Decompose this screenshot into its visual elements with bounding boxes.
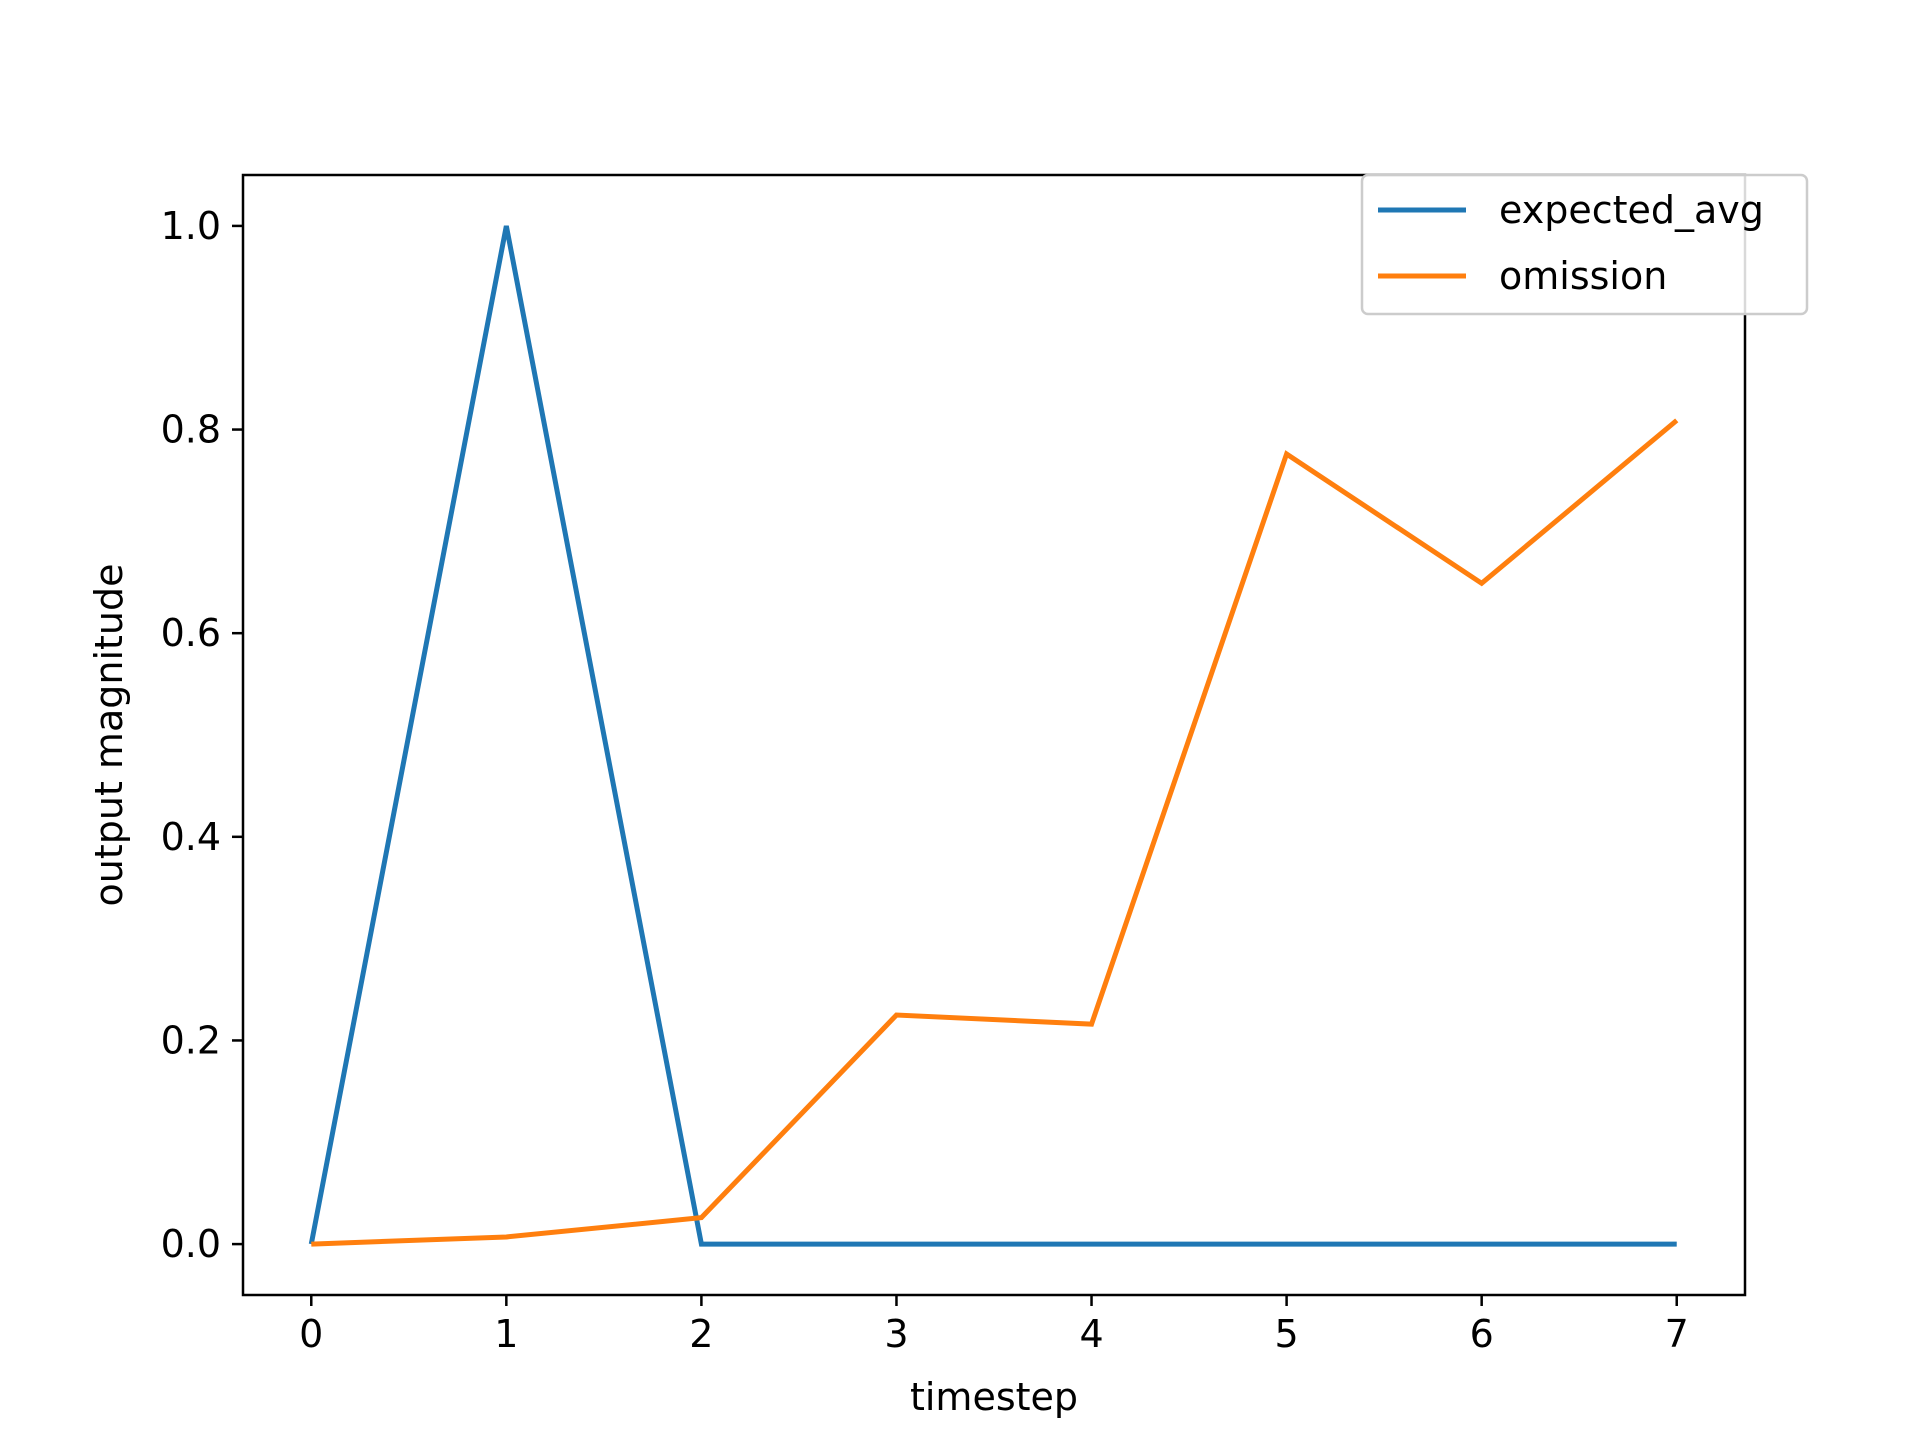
x-tick-label: 5: [1275, 1312, 1299, 1356]
x-tick-label: 2: [689, 1312, 713, 1356]
y-tick-label: 0.4: [161, 815, 221, 859]
y-tick-label: 0.0: [161, 1222, 221, 1266]
x-tick-label: 3: [884, 1312, 908, 1356]
y-axis-title: output magnitude: [87, 564, 131, 907]
series-line-omission: [311, 418, 1679, 1247]
x-tick-label: 6: [1470, 1312, 1494, 1356]
x-tick-label: 4: [1079, 1312, 1103, 1356]
y-tick-label: 0.6: [161, 611, 221, 655]
y-axis: 0.0 0.2 0.4 0.6 0.8 1.0: [161, 204, 243, 1266]
legend: expected_avg omission: [1360, 173, 1809, 316]
legend-label: omission: [1499, 254, 1667, 298]
x-tick-label: 0: [299, 1312, 323, 1356]
axes-frame: [241, 173, 1747, 1297]
series-line-expected_avg: [308, 225, 1677, 1247]
legend-label: expected_avg: [1499, 188, 1764, 232]
series-layer: [308, 225, 1679, 1247]
x-tick-label: 7: [1665, 1312, 1689, 1356]
legend-box: [1360, 173, 1809, 316]
y-tick-label: 0.2: [161, 1018, 221, 1062]
x-tick-label: 1: [494, 1312, 518, 1356]
y-tick-label: 1.0: [161, 204, 221, 248]
x-axis-title: timestep: [910, 1375, 1078, 1419]
x-axis: 0 1 2 3 4 5 6 7: [299, 1295, 1689, 1356]
y-tick-label: 0.8: [161, 408, 221, 452]
